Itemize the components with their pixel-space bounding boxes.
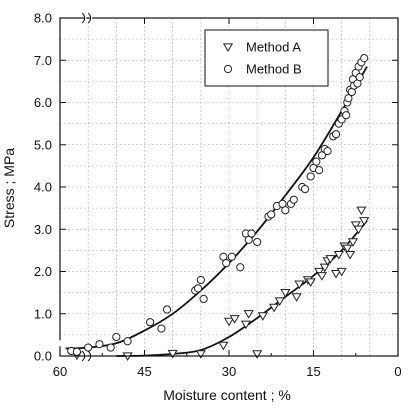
point-method-b	[315, 166, 324, 175]
point-method-a	[243, 310, 254, 319]
fit-curve-method-b	[65, 66, 368, 350]
x-tick-label: 0	[394, 364, 401, 379]
legend-marker-method-b	[223, 64, 233, 74]
legend-label-method-b: Method B	[246, 62, 302, 77]
fit-curve-method-a	[116, 220, 368, 357]
point-method-a	[291, 293, 302, 302]
axis-break-mark	[81, 350, 86, 362]
point-method-a	[274, 297, 285, 307]
y-tick-label: 4.0	[34, 180, 52, 195]
point-method-a	[319, 263, 330, 273]
point-method-a	[314, 267, 325, 277]
data-points	[67, 54, 370, 361]
point-method-a	[280, 288, 291, 298]
point-method-a	[229, 315, 240, 324]
point-method-b	[106, 343, 115, 352]
point-method-b	[267, 210, 276, 219]
point-method-a	[252, 350, 263, 359]
point-method-b	[247, 229, 256, 238]
y-tick-label: 5.0	[34, 137, 52, 152]
point-method-b	[162, 305, 172, 314]
legend: Method A Method B	[204, 29, 329, 87]
point-method-a	[356, 206, 367, 216]
point-method-a	[342, 244, 353, 254]
point-method-a	[268, 303, 280, 313]
point-method-a	[330, 269, 342, 279]
point-method-b	[72, 347, 82, 356]
y-tick-label: 7.0	[34, 53, 52, 68]
point-method-a	[195, 350, 206, 359]
x-tick-label: 60	[53, 364, 67, 379]
y-tick-label: 1.0	[34, 306, 52, 321]
point-method-a	[353, 225, 364, 235]
y-axis-title: Stress ; MPa	[1, 148, 17, 228]
x-axis-title: Moisture content ; %	[163, 387, 291, 403]
axis-break-mark	[87, 12, 92, 24]
point-method-a	[333, 250, 344, 260]
point-method-a	[257, 312, 268, 321]
point-method-b	[112, 332, 121, 342]
point-method-b	[123, 337, 132, 346]
point-method-a	[325, 255, 336, 264]
y-tick-label: 0.0	[34, 349, 52, 364]
point-method-b	[306, 172, 315, 181]
point-method-a	[305, 278, 316, 288]
axis-break-mark	[87, 350, 92, 362]
point-method-a	[345, 250, 356, 260]
point-method-b	[253, 237, 262, 247]
point-method-a	[336, 267, 347, 277]
point-method-b	[146, 318, 155, 327]
point-method-b	[281, 206, 290, 215]
point-method-a	[350, 221, 361, 231]
axis-break-gap	[56, 340, 64, 347]
legend-label-method-a: Method A	[246, 40, 301, 55]
y-tick-label: 3.0	[34, 222, 52, 237]
point-method-b	[342, 111, 351, 120]
point-method-a	[223, 317, 235, 327]
legend-box	[204, 29, 329, 87]
x-tick-label: 15	[306, 364, 320, 379]
point-method-b	[355, 73, 364, 82]
point-method-b	[84, 343, 93, 352]
point-method-b	[360, 54, 369, 63]
point-method-b	[331, 130, 341, 139]
y-tick-label: 8.0	[34, 11, 52, 26]
axes	[56, 12, 399, 362]
point-method-b	[222, 258, 231, 268]
y-tick-label: 6.0	[34, 95, 52, 110]
fit-curves	[65, 66, 368, 357]
point-method-b	[323, 146, 332, 156]
point-method-a	[316, 272, 328, 281]
point-method-b	[95, 340, 104, 349]
point-method-b	[300, 185, 310, 194]
tick-labels: 60 45 30 15 0 0.0 1.0 2.0 3.0 4.0 5.0 6.0 7.0 8.0	[34, 11, 402, 380]
y-tick-label: 2.0	[34, 264, 52, 279]
point-method-b	[196, 275, 205, 285]
point-method-a	[347, 238, 359, 247]
point-method-a	[218, 341, 229, 351]
point-method-b	[227, 252, 236, 261]
axis-break-mark	[81, 12, 86, 24]
point-method-a	[167, 349, 178, 359]
point-method-b	[157, 324, 166, 333]
point-method-a	[294, 280, 305, 290]
point-method-b	[344, 94, 353, 103]
point-method-b	[199, 294, 208, 304]
legend-marker-method-a	[222, 43, 234, 52]
point-method-b	[289, 195, 298, 204]
point-method-b	[312, 157, 321, 166]
point-method-a	[359, 217, 370, 226]
point-method-a	[240, 320, 251, 330]
point-method-b	[236, 263, 245, 272]
point-method-b	[193, 284, 203, 293]
x-tick-label: 30	[222, 364, 236, 379]
x-tick-label: 45	[137, 364, 151, 379]
